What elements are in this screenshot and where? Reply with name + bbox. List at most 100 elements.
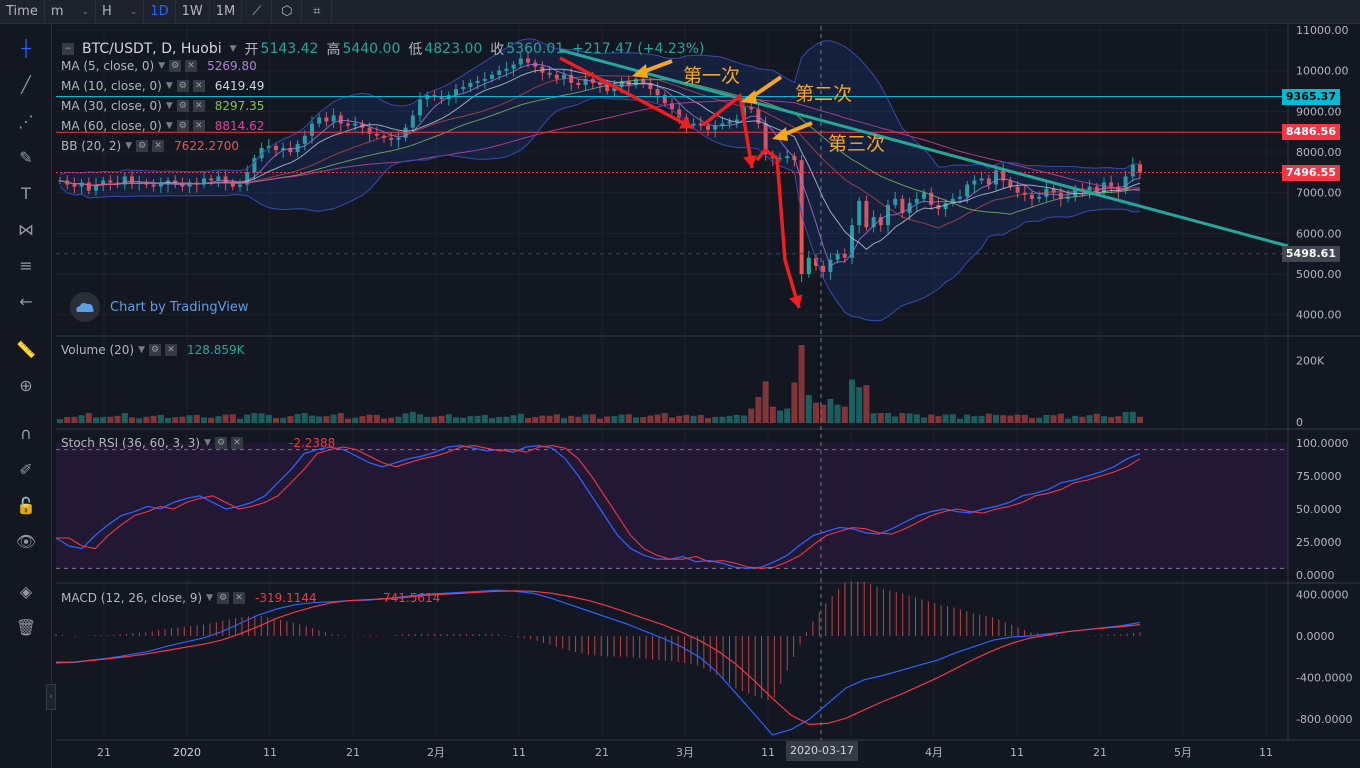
fib-icon[interactable]: ⋰ [18,111,34,131]
candle-body [518,58,523,65]
pattern-icon[interactable]: ⋈ [18,219,34,239]
pointer-arrow-head-3 [772,127,788,141]
volume-close-icon[interactable]: ✕ [165,344,177,356]
legend-menu-icon[interactable]: ▼ [165,121,173,131]
legend-settings-icon[interactable]: ⚙ [176,120,189,132]
legend-row[interactable]: MA (30, close, 0) ▼ ⚙ ✕ 8297.35 [61,99,264,113]
zoom-in-icon[interactable]: ⊕ [19,375,33,395]
legend-close-icon[interactable]: ✕ [152,140,165,152]
crosshair-icon[interactable]: ┼ [21,38,31,58]
candle-body [331,115,336,122]
legend-row[interactable]: BB (20, 2) ▼ ⚙ ✕ 7622.2700 [61,139,239,153]
legend-menu-icon[interactable]: ▼ [158,61,166,71]
volume-bar [705,418,711,423]
candle-body [677,109,682,118]
time-tick-label: 11 [263,746,277,759]
lock-drawing-icon[interactable]: ✐ [19,459,33,479]
volume-bar [330,414,337,423]
volume-bar [438,415,445,423]
screenshot-icon[interactable]: ⌗ [302,0,333,24]
interval-button[interactable]: 1D [144,0,176,24]
back-arrow-icon[interactable]: ← [19,291,33,311]
unlock-icon[interactable]: 🔓 [16,495,36,515]
volume-bar [597,418,603,423]
volume-bar [273,418,279,423]
ruler-icon[interactable]: 📏 [16,339,36,359]
legend-settings-icon[interactable]: ⚙ [176,80,189,92]
macd-legend: MACD (12, 26, close, 9) ▼ ⚙ ✕ -319.1144 … [61,591,440,605]
volume-settings-icon[interactable]: ⚙ [149,344,161,356]
candle-body [821,265,826,272]
trend-line-icon[interactable]: ╱ [21,74,31,94]
volume-bar [201,417,207,423]
candle-body [475,80,480,83]
stoch-settings-icon[interactable]: ⚙ [214,437,227,449]
interval-label: H [102,3,112,19]
interval-button[interactable]: m ⌄ [45,0,97,24]
volume-bar [985,413,992,423]
symbol-menu-icon[interactable]: ▼ [229,44,237,54]
legend-menu-icon[interactable]: ▼ [125,141,133,151]
price-tick-label: 4000.00 [1296,309,1342,322]
volume-menu-icon[interactable]: ▼ [138,345,145,355]
legend-close-icon[interactable]: ✕ [192,80,205,92]
text-icon[interactable]: T [21,183,31,203]
interval-button[interactable]: H ⌄ [96,0,145,24]
pane-3 [56,584,1288,740]
close-value: 5360.01 [506,41,565,57]
stoch-menu-icon[interactable]: ▼ [204,438,211,448]
candle-body [713,125,718,130]
candle-body [662,95,667,104]
candle-body [418,99,422,116]
bar-style-icon[interactable]: ⟋ [242,0,273,24]
magnet-icon[interactable]: ∩ [20,423,32,443]
symbol-name[interactable]: BTC/USDT, D, Huobi [82,41,222,57]
brush-icon[interactable]: ✎ [19,147,33,167]
volume-bar [647,415,654,423]
macd-histogram [55,581,1141,701]
layers-icon[interactable]: ◈ [19,581,33,601]
tradingview-logo[interactable]: Chart by TradingView [70,292,248,322]
volume-bars [57,345,1143,423]
volume-tick-label: 200K [1296,355,1325,368]
macd-menu-icon[interactable]: ▼ [206,593,214,603]
legend-settings-icon[interactable]: ⚙ [136,140,149,152]
interval-button[interactable]: 1M [210,0,243,24]
collapse-legend-icon[interactable]: − [62,43,74,55]
volume-bar [942,414,949,423]
volume-legend: Volume (20) ▼ ⚙ ✕ 128.859K [61,343,245,357]
eye-icon[interactable]: 👁 [15,531,37,551]
volume-bar [222,414,229,423]
legend-close-icon[interactable]: ✕ [192,100,205,112]
volume-bar [791,382,798,423]
macd-settings-icon[interactable]: ⚙ [217,592,230,604]
collapse-sidebar-button[interactable]: ‹ [46,684,56,710]
chevron-down-icon: ⌄ [129,6,138,17]
prediction-icon[interactable]: ≡ [19,255,33,275]
low-value: 4823.00 [424,41,483,57]
legend-close-icon[interactable]: ✕ [185,60,198,72]
legend-row[interactable]: MA (5, close, 0) ▼ ⚙ ✕ 5269.80 [61,59,257,73]
stoch-close-icon[interactable]: ✕ [230,437,243,449]
legend-value: 5269.80 [207,59,257,73]
legend-menu-icon[interactable]: ▼ [165,81,173,91]
legend-menu-icon[interactable]: ▼ [165,101,173,111]
stoch-band [56,443,1288,569]
legend-row[interactable]: MA (60, close, 0) ▼ ⚙ ✕ 8814.62 [61,119,264,133]
legend-row[interactable]: MA (10, close, 0) ▼ ⚙ ✕ 6419.49 [61,79,264,93]
legend-settings-icon[interactable]: ⚙ [176,100,189,112]
candle-body [907,202,912,214]
legend-settings-icon[interactable]: ⚙ [169,60,182,72]
candle-body [850,225,854,258]
interval-button[interactable]: 1W [176,0,210,24]
trash-icon[interactable]: 🗑 [15,617,37,637]
interval-label: 1W [181,3,203,19]
volume-bar [813,402,819,423]
candle-body [619,80,624,87]
macd-close-icon[interactable]: ✕ [233,592,246,604]
interval-button[interactable]: Time [0,0,45,24]
legend-close-icon[interactable]: ✕ [192,120,205,132]
indicators-icon[interactable]: ⬡ [272,0,303,24]
volume-bar [805,394,812,423]
